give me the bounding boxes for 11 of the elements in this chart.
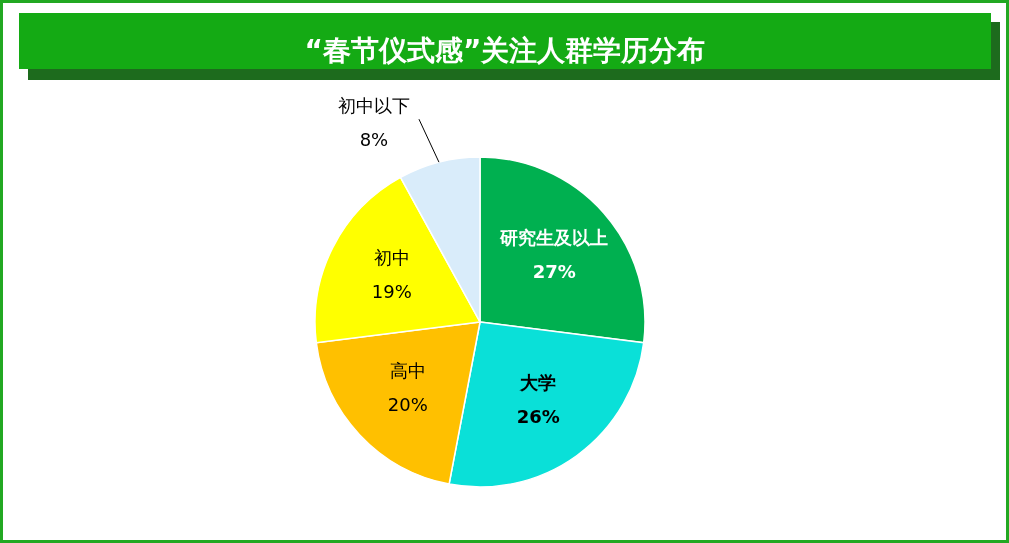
data-label: 20% bbox=[387, 393, 428, 415]
slice-label: 大学 bbox=[519, 372, 557, 394]
data-label: 26% bbox=[516, 406, 560, 428]
chart-title: “春节仪式感”关注人群学历分布 bbox=[304, 34, 706, 67]
data-label: 8% bbox=[359, 129, 389, 151]
slice-label: 研究生及以上 bbox=[499, 226, 609, 248]
slice-label: 初中 bbox=[373, 247, 410, 269]
slice-label: 高中 bbox=[389, 359, 426, 381]
slice-label: 初中以下 bbox=[337, 95, 410, 117]
data-label: 19% bbox=[371, 281, 412, 303]
data-label: 27% bbox=[532, 260, 576, 282]
